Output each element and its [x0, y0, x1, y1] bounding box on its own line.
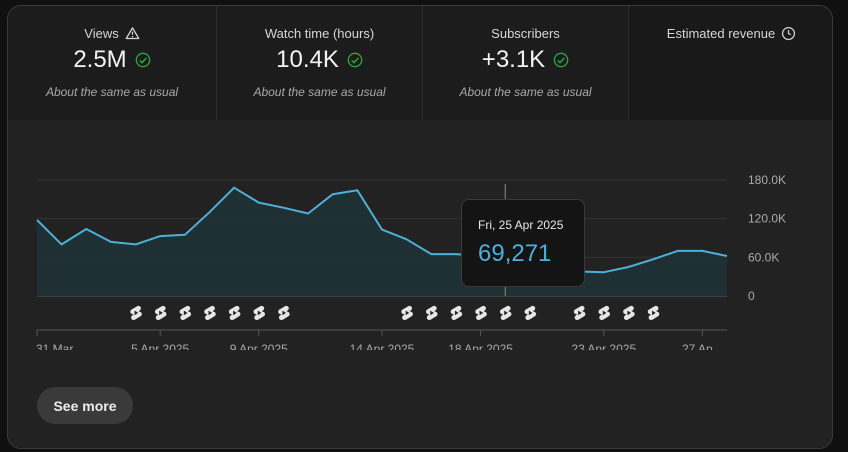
check-circle-icon	[135, 52, 151, 68]
series-line	[36, 186, 728, 274]
metric-note: About the same as usual	[45, 85, 179, 99]
shorts-icon[interactable]	[623, 305, 635, 321]
clock-icon	[782, 26, 796, 41]
y-tick-label: 120.0K	[748, 212, 786, 226]
see-more-button[interactable]: See more	[37, 387, 133, 424]
shorts-icon[interactable]	[598, 305, 611, 321]
shorts-icon[interactable]	[278, 305, 290, 321]
x-tick-label: 5 Apr 2025	[131, 342, 189, 350]
metric-title: Views	[84, 26, 119, 41]
metric-value: 10.4K	[276, 46, 339, 73]
shorts-icon[interactable]	[475, 305, 487, 321]
metric-views[interactable]: Views 2.5M About the same as usual	[8, 6, 217, 120]
x-tick-label: 18 Apr 2025	[448, 342, 513, 350]
x-tick-label: 27 Ap...	[682, 342, 723, 350]
metric-title: Subscribers	[491, 26, 560, 41]
shorts-icon[interactable]	[253, 305, 266, 321]
shorts-icon[interactable]	[499, 305, 512, 321]
analytics-card: Views 2.5M About the same as usual Watch…	[7, 5, 833, 449]
metric-title: Estimated revenue	[666, 26, 776, 41]
shorts-icon[interactable]	[450, 305, 463, 321]
shorts-icon[interactable]	[524, 305, 537, 321]
tooltip-value: 69,271	[478, 240, 552, 267]
shorts-icon[interactable]	[426, 305, 438, 321]
check-circle-icon	[347, 52, 363, 68]
check-circle-icon	[553, 52, 569, 68]
shorts-icon[interactable]	[401, 305, 413, 321]
metric-value: 2.5M	[73, 46, 127, 73]
warning-triangle-icon	[125, 27, 140, 40]
metric-note: About the same as usual	[253, 85, 386, 99]
metric-watch-time[interactable]: Watch time (hours) 10.4K About the same …	[217, 6, 423, 120]
metric-subscribers[interactable]: Subscribers +3.1K About the same as usua…	[423, 6, 629, 120]
metrics-row: Views 2.5M About the same as usual Watch…	[8, 6, 832, 120]
shorts-icon[interactable]	[179, 305, 192, 321]
x-tick-label: 31 Mar ...	[36, 342, 87, 350]
shorts-icon[interactable]	[647, 305, 660, 321]
chart-tooltip: Fri, 25 Apr 2025 69,271	[461, 199, 585, 287]
x-tick-label: 9 Apr 2025	[230, 342, 288, 350]
shorts-icon[interactable]	[573, 305, 586, 321]
views-chart: 180.0K 120.0K 60.0K 0 31 Mar ... 5 Apr 2025 9 …	[8, 120, 832, 350]
shorts-icon[interactable]	[204, 305, 216, 321]
metric-value: +3.1K	[481, 46, 546, 73]
y-tick-label: 60.0K	[748, 250, 779, 264]
shorts-icon[interactable]	[154, 305, 167, 321]
x-tick-label: 23 Apr 2025	[571, 342, 636, 350]
metric-title: Watch time (hours)	[264, 26, 375, 41]
x-tick-label: 14 Apr 2025	[350, 342, 415, 350]
metric-estimated-revenue[interactable]: Estimated revenue	[629, 6, 832, 120]
shorts-icon[interactable]	[228, 305, 241, 321]
y-tick-label: 0	[748, 289, 755, 303]
metric-note: About the same as usual	[459, 85, 592, 99]
shorts-icon[interactable]	[130, 305, 142, 321]
tooltip-date: Fri, 25 Apr 2025	[478, 218, 564, 232]
y-tick-label: 180.0K	[748, 173, 786, 187]
views-chart-svg: 180.0K 120.0K 60.0K 0 31 Mar ... 5 Apr 2025 9 …	[36, 173, 786, 350]
